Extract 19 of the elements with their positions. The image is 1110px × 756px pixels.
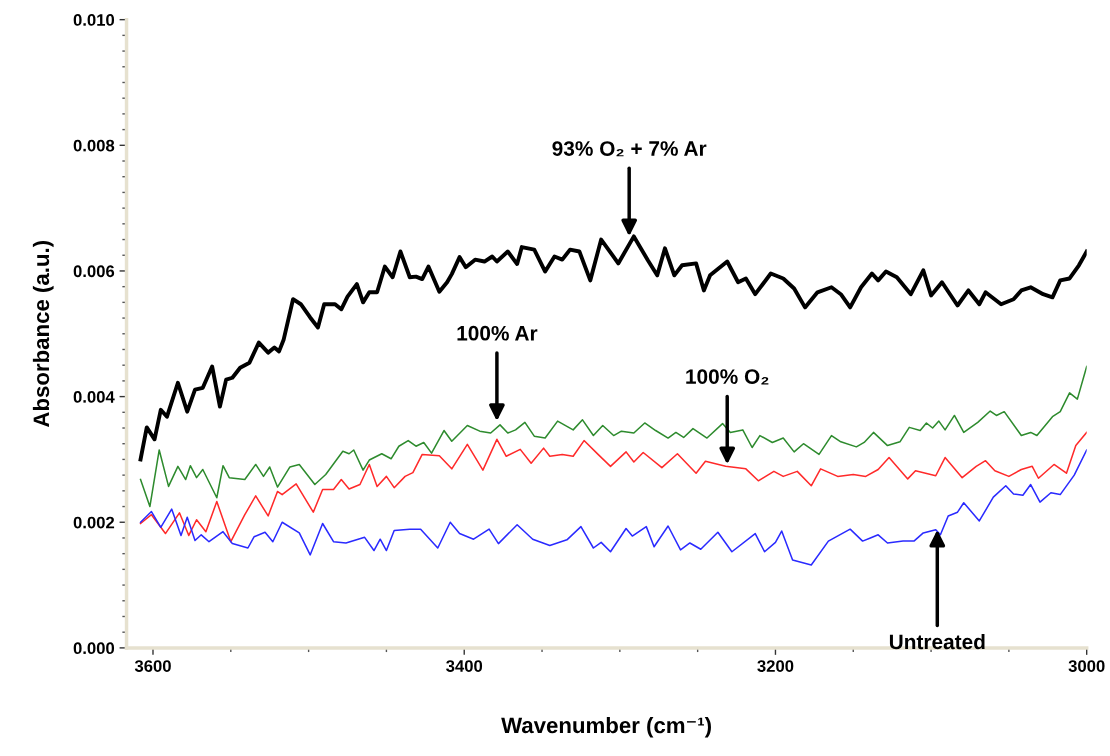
- y-tick-label: 0.004: [73, 391, 115, 403]
- y-tick-label: 0.000: [73, 642, 115, 655]
- x-tick-label: 3600: [134, 660, 171, 672]
- y-tick-label: 0.008: [73, 139, 115, 152]
- line-series: [139, 449, 1087, 566]
- y-axis-title: Absorbance (a.u.): [32, 241, 54, 428]
- x-tick-label: 3000: [1068, 660, 1105, 672]
- line-series: [139, 365, 1087, 508]
- annotation: Untreated: [889, 633, 985, 650]
- annotation: 93% O₂ + 7% Ar: [552, 141, 707, 157]
- x-tick-label: 3200: [757, 660, 794, 672]
- line-series: [139, 431, 1087, 543]
- y-tick-label: 0.002: [73, 516, 115, 529]
- annotation: 100% Ar: [457, 325, 538, 341]
- y-tick-label: 0.006: [73, 265, 115, 278]
- x-axis-title: Wavenumber (cm⁻¹): [501, 716, 711, 738]
- y-tick-label: 0.010: [73, 14, 115, 26]
- annotation: 100% O₂: [686, 369, 769, 385]
- x-tick-label: 3400: [446, 660, 483, 672]
